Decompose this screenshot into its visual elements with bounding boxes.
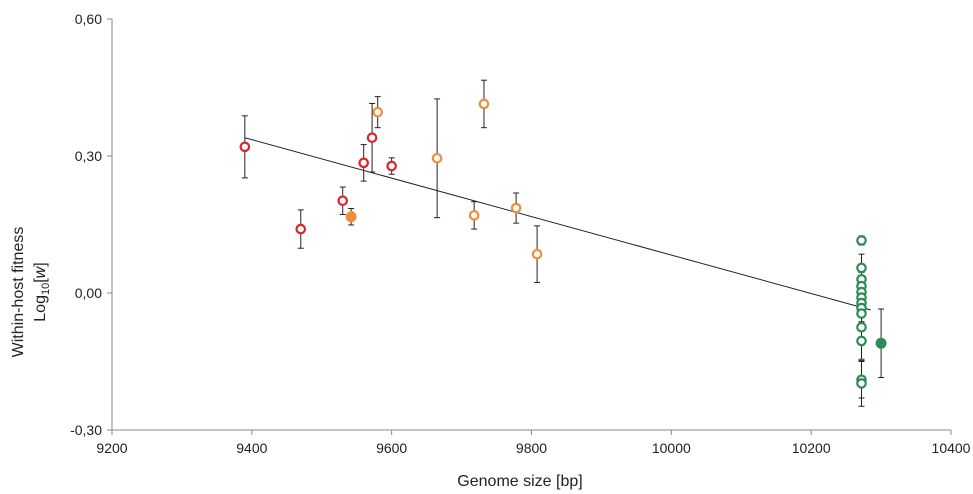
x-tick-label: 9400 [236, 440, 267, 456]
data-point-filled [345, 211, 357, 223]
trendline [244, 137, 871, 311]
error-bars [241, 79, 885, 407]
data-point-open [358, 157, 369, 169]
data-point-open [295, 223, 307, 235]
y-axis-label-line2: Log10[w] [32, 262, 52, 321]
y-tick-label: -0,30 [70, 422, 102, 438]
y-axis-label-line1: Within-host fitness [10, 227, 27, 358]
data-point-open [856, 321, 867, 333]
y-axis-label-variable: w [32, 265, 49, 278]
data-point-open [856, 235, 867, 246]
data-point-open [372, 106, 383, 118]
data-point-open [468, 210, 480, 221]
x-tick-label: 9800 [516, 440, 547, 456]
trendline-layer [244, 137, 871, 311]
data-point-open [337, 195, 349, 207]
y-axis-label-open-bracket: [ [32, 278, 49, 283]
axes [107, 18, 952, 435]
data-point-open [431, 152, 443, 164]
data-point-filled [875, 337, 887, 349]
y-axis-label-subscript: 10 [40, 283, 52, 295]
x-tick-label: 10200 [792, 440, 831, 456]
y-tick-label: 0,00 [75, 285, 102, 301]
y-axis-label-log: Log [32, 295, 49, 322]
data-point-open [366, 132, 378, 144]
y-tick-label: 0,60 [75, 11, 102, 27]
data-point-open [856, 262, 867, 274]
data-point-open [531, 248, 543, 260]
x-axis-label: Genome size [bp] [457, 473, 582, 490]
data-point-open [510, 202, 522, 214]
data-point-open [478, 98, 490, 110]
y-axis-label-close-bracket: ] [32, 262, 49, 266]
data-point-open [386, 160, 397, 172]
data-points [239, 98, 887, 389]
data-point-open [856, 308, 867, 319]
data-point-open [856, 378, 867, 389]
x-tick-label: 9200 [96, 440, 127, 456]
y-axis-title: Within-host fitness Log10[w] [10, 227, 52, 358]
x-tick-label: 10000 [652, 440, 691, 456]
x-tick-label: 9600 [376, 440, 407, 456]
data-point-open [239, 141, 251, 153]
tick-labels: -0,30 0,00 0,30 0,60 9200 9400 9600 9800 10000 10… [70, 11, 971, 456]
y-tick-label: 0,30 [75, 148, 102, 164]
data-point-open [856, 335, 867, 347]
x-tick-label: 10400 [932, 440, 971, 456]
